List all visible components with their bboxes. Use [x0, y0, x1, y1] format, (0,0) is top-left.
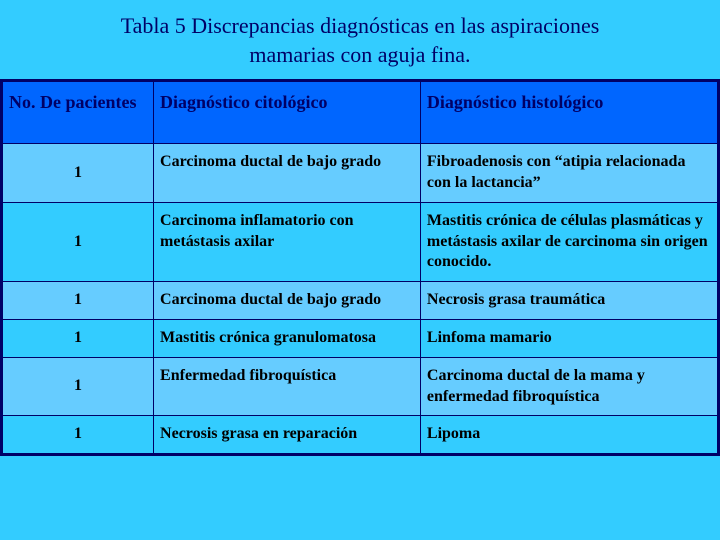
cell-cito: Carcinoma ductal de bajo grado: [154, 144, 421, 203]
table-row: 1 Carcinoma inflamatorio con metástasis …: [3, 202, 718, 281]
page-container: Tabla 5 Discrepancias diagnósticas en la…: [0, 0, 720, 540]
cell-histo: Linfoma mamario: [420, 319, 717, 357]
cell-histo: Carcinoma ductal de la mama y enfermedad…: [420, 357, 717, 416]
col-header-count: No. De pacientes: [3, 82, 154, 144]
cell-histo: Fibroadenosis con “atipia relacionada co…: [420, 144, 717, 203]
cell-histo: Mastitis crónica de células plasmáticas …: [420, 202, 717, 281]
cell-histo: Necrosis grasa traumática: [420, 282, 717, 320]
cell-cito: Enfermedad fibroquística: [154, 357, 421, 416]
cell-cito: Mastitis crónica granulomatosa: [154, 319, 421, 357]
cell-cito: Carcinoma inflamatorio con metástasis ax…: [154, 202, 421, 281]
diagnostics-table: No. De pacientes Diagnóstico citológico …: [2, 81, 718, 454]
table-wrapper: No. De pacientes Diagnóstico citológico …: [0, 79, 720, 456]
table-row: 1 Mastitis crónica granulomatosa Linfoma…: [3, 319, 718, 357]
table-row: 1 Enfermedad fibroquística Carcinoma duc…: [3, 357, 718, 416]
table-row: 1 Carcinoma ductal de bajo grado Fibroad…: [3, 144, 718, 203]
table-title: Tabla 5 Discrepancias diagnósticas en la…: [0, 0, 720, 79]
table-row: 1 Necrosis grasa en reparación Lipoma: [3, 416, 718, 454]
cell-count: 1: [3, 357, 154, 416]
title-line-1: Tabla 5 Discrepancias diagnósticas en la…: [121, 13, 600, 38]
cell-histo: Lipoma: [420, 416, 717, 454]
cell-cito: Necrosis grasa en reparación: [154, 416, 421, 454]
header-row: No. De pacientes Diagnóstico citológico …: [3, 82, 718, 144]
cell-count: 1: [3, 282, 154, 320]
cell-cito: Carcinoma ductal de bajo grado: [154, 282, 421, 320]
col-header-cito: Diagnóstico citológico: [154, 82, 421, 144]
cell-count: 1: [3, 416, 154, 454]
table-body: 1 Carcinoma ductal de bajo grado Fibroad…: [3, 144, 718, 454]
cell-count: 1: [3, 144, 154, 203]
cell-count: 1: [3, 202, 154, 281]
col-header-histo: Diagnóstico histológico: [420, 82, 717, 144]
table-row: 1 Carcinoma ductal de bajo grado Necrosi…: [3, 282, 718, 320]
title-line-2: mamarias con aguja fina.: [249, 42, 470, 67]
cell-count: 1: [3, 319, 154, 357]
